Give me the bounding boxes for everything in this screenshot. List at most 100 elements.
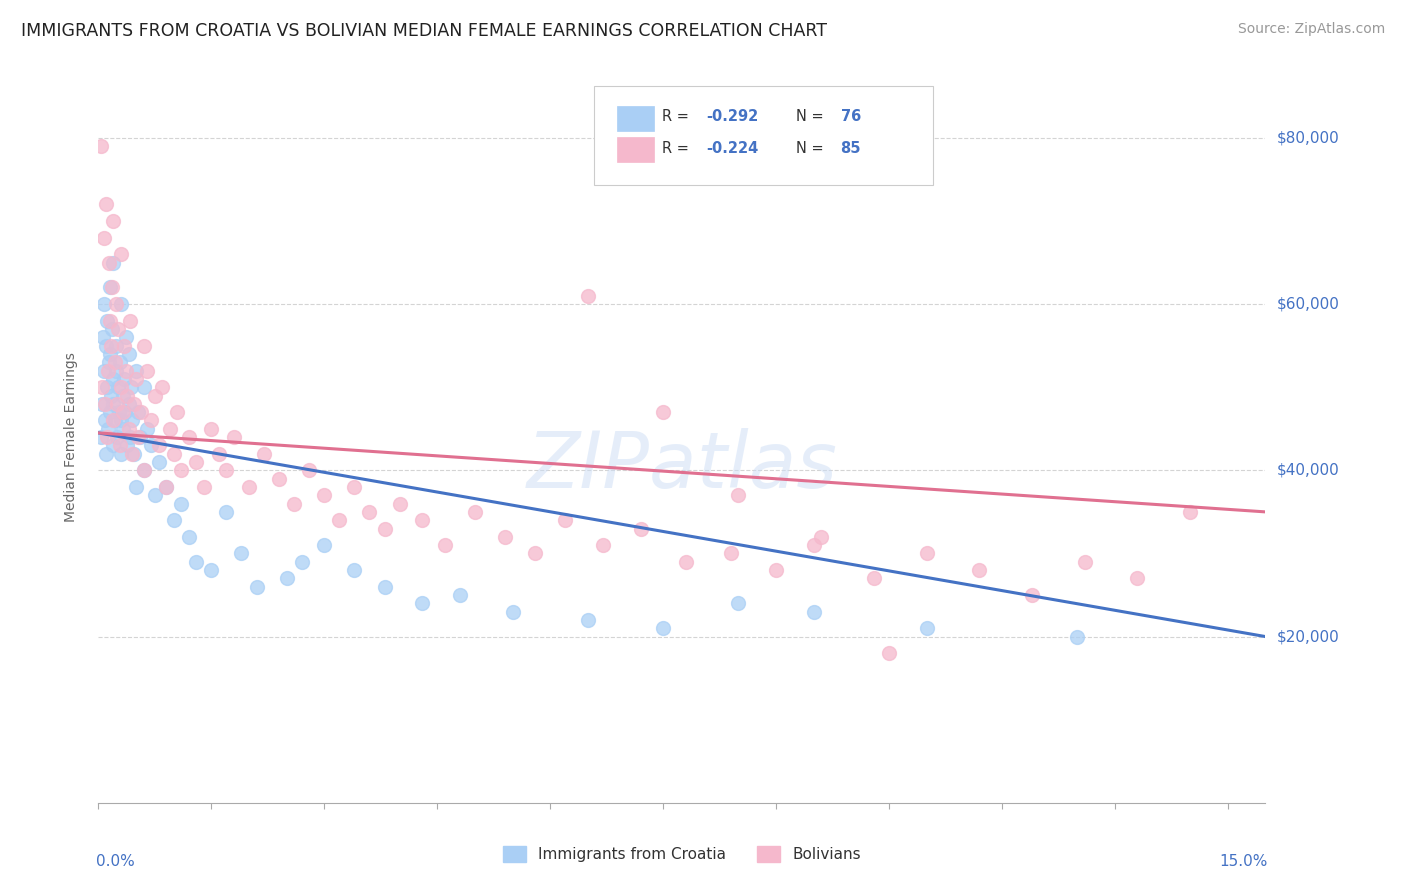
- Point: [98, 280, 121, 294]
- Point: [1066, 630, 1088, 644]
- Point: [104, 413, 127, 427]
- Point: [94, 413, 117, 427]
- Point: [103, 214, 125, 228]
- Text: 85: 85: [841, 141, 860, 156]
- Point: [464, 505, 486, 519]
- Point: [863, 571, 886, 585]
- Point: [877, 646, 900, 660]
- Point: [222, 430, 245, 444]
- Point: [111, 388, 134, 402]
- Point: [915, 621, 938, 635]
- Point: [411, 596, 433, 610]
- Text: $40,000: $40,000: [1277, 463, 1340, 478]
- Point: [727, 596, 749, 610]
- Point: [314, 488, 336, 502]
- Point: [208, 447, 231, 461]
- Text: 15.0%: 15.0%: [1219, 854, 1268, 869]
- Text: IMMIGRANTS FROM CROATIA VS BOLIVIAN MEDIAN FEMALE EARNINGS CORRELATION CHART: IMMIGRANTS FROM CROATIA VS BOLIVIAN MEDI…: [21, 22, 827, 40]
- Point: [803, 538, 825, 552]
- Point: [111, 405, 134, 419]
- Point: [103, 397, 125, 411]
- Point: [675, 555, 697, 569]
- Point: [114, 405, 136, 419]
- Point: [163, 447, 186, 461]
- Point: [159, 422, 181, 436]
- Text: $80,000: $80,000: [1277, 130, 1340, 145]
- Point: [136, 422, 159, 436]
- Point: [105, 397, 128, 411]
- Point: [129, 405, 152, 419]
- Text: $60,000: $60,000: [1277, 297, 1340, 311]
- Point: [118, 430, 141, 444]
- Point: [125, 480, 148, 494]
- Point: [177, 430, 200, 444]
- Point: [433, 538, 456, 552]
- Point: [200, 563, 222, 577]
- Point: [108, 438, 131, 452]
- Point: [105, 363, 128, 377]
- Point: [969, 563, 991, 577]
- Point: [139, 438, 162, 452]
- Point: [104, 338, 127, 352]
- Point: [112, 338, 135, 352]
- Point: [101, 322, 124, 336]
- Point: [107, 380, 129, 394]
- Point: [93, 363, 115, 377]
- Point: [803, 605, 825, 619]
- Point: [373, 580, 395, 594]
- Point: [373, 521, 395, 535]
- Point: [117, 422, 139, 436]
- Point: [155, 480, 177, 494]
- Point: [112, 372, 135, 386]
- Text: 0.0%: 0.0%: [96, 854, 135, 869]
- Point: [90, 430, 112, 444]
- Y-axis label: Median Female Earnings: Median Female Earnings: [63, 352, 77, 522]
- Point: [94, 447, 117, 461]
- Point: [652, 621, 675, 635]
- Point: [1073, 555, 1095, 569]
- Point: [90, 139, 112, 153]
- Point: [91, 380, 114, 394]
- Point: [100, 338, 122, 352]
- Point: [170, 463, 193, 477]
- Point: [359, 505, 381, 519]
- Point: [148, 438, 170, 452]
- Point: [143, 388, 166, 402]
- Text: N =: N =: [796, 141, 828, 156]
- Point: [96, 314, 118, 328]
- Point: [554, 513, 576, 527]
- Text: $20,000: $20,000: [1277, 629, 1340, 644]
- Point: [114, 363, 136, 377]
- Point: [170, 497, 193, 511]
- Point: [122, 447, 145, 461]
- Point: [115, 388, 138, 402]
- Point: [93, 297, 115, 311]
- Point: [110, 380, 132, 394]
- Point: [132, 338, 155, 352]
- Text: 76: 76: [841, 109, 860, 124]
- Point: [97, 355, 120, 369]
- Point: [120, 380, 142, 394]
- FancyBboxPatch shape: [595, 86, 932, 185]
- Text: N =: N =: [796, 109, 828, 124]
- Point: [94, 397, 117, 411]
- Point: [186, 555, 208, 569]
- Text: -0.224: -0.224: [706, 141, 759, 156]
- Point: [291, 555, 314, 569]
- Point: [110, 447, 132, 461]
- Point: [132, 463, 155, 477]
- Point: [98, 405, 121, 419]
- Point: [449, 588, 471, 602]
- Point: [494, 530, 516, 544]
- Point: [143, 488, 166, 502]
- Point: [592, 538, 614, 552]
- Text: -0.292: -0.292: [706, 109, 759, 124]
- Point: [343, 480, 366, 494]
- Point: [104, 355, 127, 369]
- Point: [193, 480, 215, 494]
- Point: [139, 413, 162, 427]
- Point: [94, 338, 117, 352]
- Point: [215, 505, 238, 519]
- Point: [125, 372, 148, 386]
- Point: [100, 388, 122, 402]
